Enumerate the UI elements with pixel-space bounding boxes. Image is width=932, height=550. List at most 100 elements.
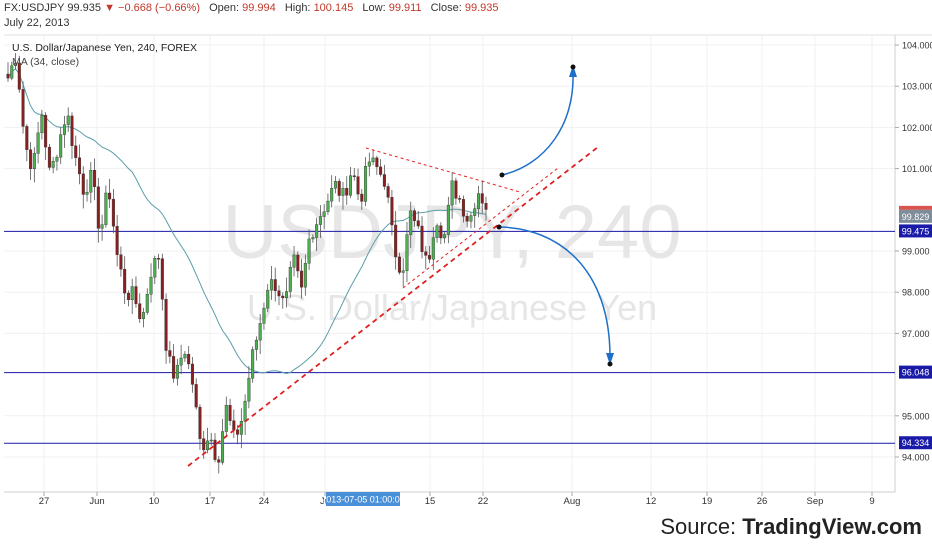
x-cursor-label: 2013-07-05 01:00:00 [321,492,405,506]
candle-down [379,166,383,175]
x-tick-label: Ju [320,496,330,507]
candle-down [126,292,130,301]
candle-up [221,431,225,463]
level-price-tag [899,224,932,238]
x-cursor-text: 2013-07-05 01:00:00 [321,495,405,505]
high-label: High: [284,2,311,14]
candle-down [25,126,29,150]
candle-up [149,276,153,295]
candle-down [461,199,465,217]
candle-down [168,350,172,357]
candle-up [443,234,447,239]
candle-down [412,210,416,221]
x-tick-label: 24 [259,496,270,507]
y-tick-label: 103.000 [902,82,932,92]
candle-down [74,145,78,158]
candle-up [141,312,145,319]
candle-up [153,258,157,278]
close-label: Close: [430,2,462,14]
candle-down [123,268,127,294]
candle-up [179,357,183,366]
price-tag-label: 99.475 [902,226,930,236]
candle-up [247,377,251,402]
candle-up [209,439,213,442]
chart-grid [4,35,895,492]
candle-up [288,267,292,292]
high-value: 100.145 [313,2,354,14]
bullish-arrow-end [570,64,576,70]
channel-lower-line[interactable] [402,167,559,289]
candle-down [416,220,420,227]
candles [6,53,488,474]
candle-down [277,290,281,297]
chart-title: U.S. Dollar/Japanese Yen, 240, FOREX [12,42,198,54]
candle-up [401,270,405,273]
symbol-name[interactable]: FX:USDJPY [4,2,65,14]
bullish-arrow-start [499,172,505,178]
candle-down [424,251,428,256]
candle-up [32,153,36,170]
trendlines[interactable] [187,146,599,467]
candle-up [266,289,270,309]
candle-down [484,203,488,210]
candle-up [254,339,258,350]
candle-down [111,198,115,227]
candle-up [130,286,134,301]
candle-down [157,258,161,260]
candle-down [213,439,217,460]
ma-line [7,68,487,375]
candle-down [194,384,198,408]
candle-up [409,210,413,235]
candle-up [258,323,262,341]
candle-up [269,279,273,291]
y-tick-label: 102.000 [902,123,932,133]
candle-down [236,429,240,435]
candle-up [66,115,70,125]
candle-down [281,295,285,299]
candle-down [17,62,21,90]
candle-down [360,193,364,202]
candle-down [480,193,484,204]
projection-arrows[interactable] [496,64,615,367]
candle-up [224,405,228,432]
candle-up [262,307,266,324]
resistance-trendline[interactable] [365,147,521,193]
bearish-arrow[interactable] [498,226,611,358]
candle-down [160,258,164,300]
candle-up [318,216,322,225]
x-tick-label: Aug [564,496,581,507]
x-tick-label: 9 [869,496,874,507]
candle-up [364,165,368,202]
candle-up [251,349,255,379]
candle-up [285,291,289,299]
candle-down [202,438,206,451]
candle-down [134,286,138,304]
x-tick-label: 15 [425,496,436,507]
candle-down [465,215,469,222]
y-tick-label: 97.000 [902,329,930,339]
candle-up [311,237,315,240]
support-trendline[interactable] [187,146,599,467]
candle-up [371,157,375,163]
candle-down [44,114,48,148]
candle-up [333,181,337,189]
source-prefix: Source: [660,514,743,539]
candle-down [78,157,82,175]
candle-down [232,420,236,430]
candle-up [36,132,40,154]
candle-up [10,65,14,79]
x-tick-label: 12 [646,496,657,507]
candle-down [352,175,356,177]
chart-legend: U.S. Dollar/Japanese Yen, 240, FOREX MA … [12,41,197,69]
candle-down [115,226,119,255]
candle-down [138,303,142,319]
source-credit: Source: TradingView.com [660,514,922,540]
candle-up [322,211,326,217]
candle-down [228,405,232,421]
candle-up [307,238,311,264]
bullish-arrow[interactable] [501,71,574,176]
x-tick-label: 22 [478,496,489,507]
price-change: −0.668 (−0.66%) [118,2,200,14]
ma-legend[interactable]: MA (34, close) [12,56,80,68]
